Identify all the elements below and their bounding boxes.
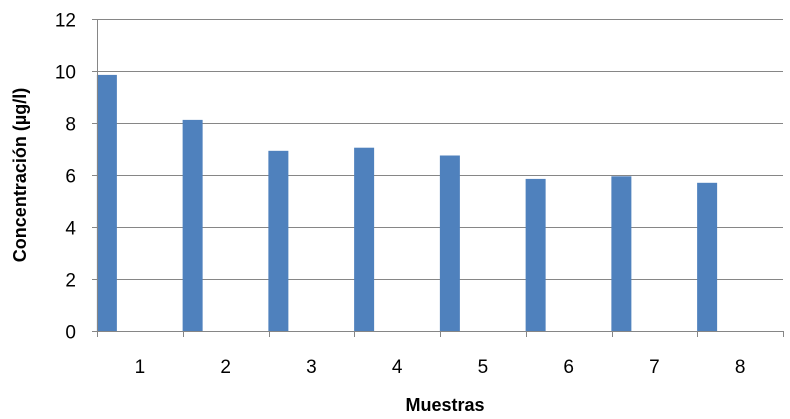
bar (525, 178, 546, 331)
x-tick-label: 7 (649, 357, 660, 378)
y-tick-label: 12 (55, 11, 76, 32)
x-tick-label: 1 (135, 357, 146, 378)
y-tick-label: 0 (65, 323, 76, 344)
bar (697, 182, 718, 331)
x-tick-labels: 1 2 3 4 5 6 7 8 (135, 357, 746, 378)
y-tick-label: 10 (55, 63, 76, 84)
bar (354, 147, 375, 331)
axes (92, 19, 784, 337)
x-tick-label: 5 (478, 357, 489, 378)
bar (611, 176, 632, 331)
bar (182, 119, 203, 331)
x-tick-label: 3 (306, 357, 317, 378)
x-tick-label: 2 (220, 357, 231, 378)
bars (96, 74, 718, 332)
y-axis-title: Concentración (µg/l) (10, 88, 30, 262)
y-tick-label: 8 (65, 115, 76, 136)
y-tick-label: 2 (65, 271, 76, 292)
bar (439, 155, 460, 331)
x-tick-label: 6 (563, 357, 574, 378)
x-tick-label: 8 (735, 357, 746, 378)
x-axis-title: Muestras (405, 395, 484, 415)
y-tick-label: 6 (65, 167, 76, 188)
bar (96, 74, 117, 332)
y-tick-labels: 0 2 4 6 8 10 12 (55, 11, 77, 344)
bar (268, 150, 289, 331)
y-tick-label: 4 (65, 219, 76, 240)
x-tick-label: 4 (392, 357, 403, 378)
